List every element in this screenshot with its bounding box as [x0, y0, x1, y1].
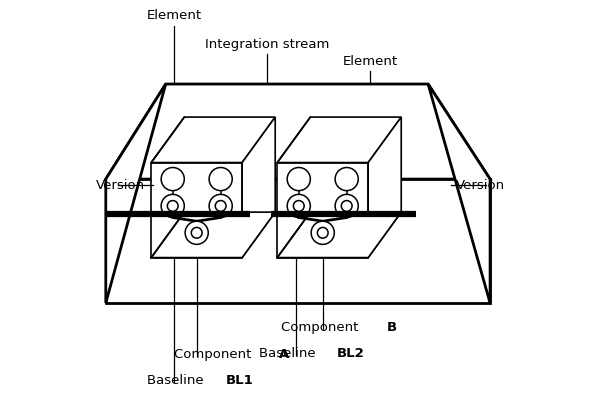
Circle shape	[209, 194, 232, 218]
Circle shape	[293, 201, 304, 211]
Circle shape	[185, 221, 208, 244]
Circle shape	[167, 201, 178, 211]
Text: B: B	[387, 321, 397, 334]
Circle shape	[287, 168, 310, 191]
Polygon shape	[242, 117, 275, 258]
Circle shape	[191, 228, 202, 238]
Circle shape	[161, 168, 184, 191]
Circle shape	[209, 168, 232, 191]
Polygon shape	[106, 179, 490, 303]
Circle shape	[335, 168, 358, 191]
Text: Element: Element	[146, 9, 202, 22]
Polygon shape	[151, 212, 275, 258]
Circle shape	[287, 194, 310, 218]
Text: BL1: BL1	[226, 374, 253, 386]
Text: Version: Version	[95, 179, 145, 192]
Polygon shape	[151, 117, 275, 163]
Circle shape	[311, 221, 334, 244]
Text: Integration stream: Integration stream	[205, 38, 329, 51]
Text: Element: Element	[343, 54, 398, 67]
Circle shape	[317, 228, 328, 238]
Polygon shape	[277, 117, 401, 163]
Text: Baseline: Baseline	[147, 374, 208, 386]
Polygon shape	[277, 212, 401, 258]
Polygon shape	[428, 84, 490, 303]
Circle shape	[161, 194, 184, 218]
Polygon shape	[151, 163, 242, 258]
Text: Version: Version	[455, 179, 505, 192]
Polygon shape	[277, 163, 368, 258]
Text: A: A	[279, 348, 290, 361]
Polygon shape	[106, 84, 490, 179]
Circle shape	[341, 201, 352, 211]
Text: Baseline: Baseline	[259, 347, 320, 360]
Text: Component: Component	[174, 348, 256, 361]
Circle shape	[215, 201, 226, 211]
Polygon shape	[368, 117, 401, 258]
Text: Component: Component	[281, 321, 363, 334]
Polygon shape	[106, 84, 166, 303]
Circle shape	[335, 194, 358, 218]
Text: BL2: BL2	[337, 347, 365, 360]
